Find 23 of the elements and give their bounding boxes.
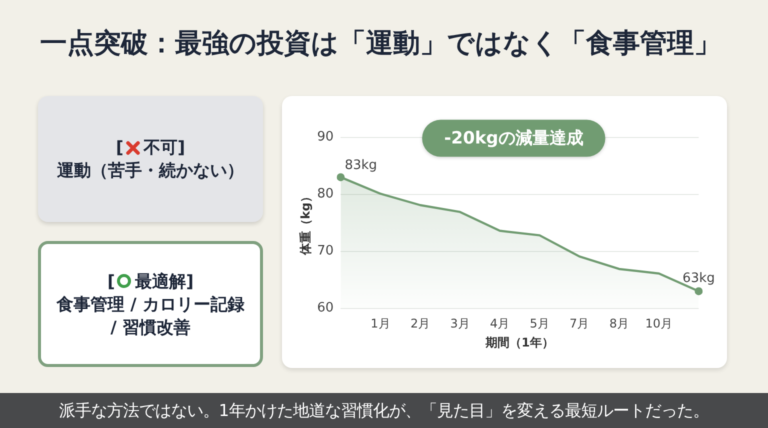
x-axis-title: 期間（1年）: [484, 335, 554, 350]
x-tick-label: 1月: [370, 316, 390, 331]
text: [不可]: [116, 136, 186, 159]
x-tick-label: 7月: [570, 316, 590, 331]
text: [最適解]: [107, 270, 194, 292]
text: 派手な方法ではない。1年かけた地道な習慣化が、「見た目」を変える最短ルートだった。: [0, 393, 768, 428]
text: 一点突破：最強の投資は「運動」ではなく「食事管理」: [40, 27, 721, 61]
y-tick-label: 70: [317, 244, 334, 259]
text: 運動（苦手・続かない）: [57, 159, 244, 182]
x-tick-label: 3月: [450, 316, 470, 331]
y-axis-title: 体重（kg）: [298, 190, 312, 256]
x-tick-label: 5月: [530, 316, 550, 331]
x-tick-label: 10月: [645, 316, 673, 331]
annotation: -20kgの減量達成: [444, 128, 584, 149]
x-tick-label: 8月: [609, 316, 629, 331]
x-tick-label: 2月: [410, 316, 430, 331]
data-label: 83kg: [344, 158, 378, 174]
data-label: 63kg: [682, 271, 715, 286]
y-tick-label: 90: [317, 130, 334, 145]
x-tick-label: 4月: [490, 316, 510, 331]
text: 食事管理 / カロリー記録 / 習慣改善: [55, 292, 246, 338]
y-tick-label: 80: [317, 186, 334, 202]
y-tick-label: 60: [317, 300, 334, 316]
